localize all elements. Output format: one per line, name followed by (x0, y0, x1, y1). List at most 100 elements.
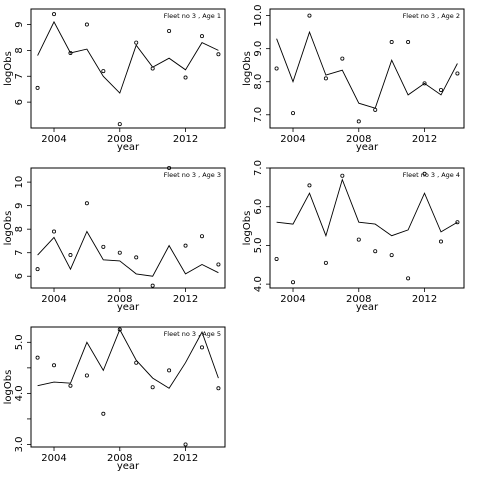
x-axis-label: year (117, 461, 140, 472)
y-axis-label: logObs (242, 211, 253, 246)
chart-panel-1: 2004 2008 2012 6 7 8 9 Fleet no 3 , Age 1 year lo… (3, 8, 226, 153)
fitted-line (276, 30, 458, 109)
observation-point (455, 71, 460, 76)
observation-point (356, 237, 361, 242)
observation-point (406, 276, 411, 281)
chart-panel-4: 2004 2008 2012 4.0 5.0 6.0 7.0 Fleet no 3 , Age… (242, 160, 465, 313)
y-tick-label: 9.0 (253, 41, 264, 57)
y-axis-label: logObs (3, 51, 14, 86)
x-tick-label: 2004 (41, 453, 66, 464)
x-tick-label: 2012 (412, 294, 437, 305)
observation-point (117, 250, 122, 255)
observation-point (455, 220, 460, 225)
observation-point (150, 283, 155, 288)
observation-point (167, 165, 172, 170)
observation-point (150, 66, 155, 71)
x-tick-label: 2008 (346, 294, 371, 305)
plot-frame (30, 326, 226, 448)
observation-point (406, 40, 411, 45)
observation-point (373, 107, 378, 112)
x-tick-label: 2008 (346, 134, 371, 145)
observation-point (35, 85, 40, 90)
y-tick-label: 8.0 (253, 74, 264, 90)
observation-point (101, 69, 106, 74)
y-tick-label: 8 (14, 47, 25, 53)
observation-point (422, 171, 427, 176)
panel-title: Fleet no 3 , Age 1 (164, 12, 221, 20)
fitted-line (37, 230, 219, 277)
observation-point (35, 355, 40, 360)
observation-point (35, 267, 40, 272)
observation-point (274, 256, 279, 261)
observation-point (323, 260, 328, 265)
observation-point (323, 76, 328, 81)
plot-frame (30, 8, 226, 129)
observation-point (52, 363, 57, 368)
observation-point (389, 253, 394, 258)
y-tick-label: 9 (14, 21, 25, 27)
observation-point (68, 383, 73, 388)
x-axis-label: year (356, 142, 379, 153)
y-tick-label: 6 (14, 273, 25, 279)
y-tick-label: 4.0 (253, 276, 264, 292)
observation-point (340, 56, 345, 61)
observation-point (216, 386, 221, 391)
observation-point (84, 22, 89, 27)
observation-point (356, 119, 361, 124)
observation-point (199, 345, 204, 350)
observation-point (101, 411, 106, 416)
y-axis-label: logObs (3, 211, 14, 246)
observation-point (134, 40, 139, 45)
y-tick-label: 8 (14, 226, 25, 232)
x-tick-label: 2008 (107, 294, 132, 305)
x-axis-label: year (117, 142, 140, 153)
x-tick-label: 2012 (412, 134, 437, 145)
x-tick-label: 2008 (107, 453, 132, 464)
observation-point (150, 385, 155, 390)
y-tick-label: 5.0 (14, 334, 25, 350)
y-tick-label: 7 (14, 250, 25, 256)
panel-title: Fleet no 3 , Age 3 (164, 171, 221, 179)
chart-panel-3: 2004 2008 2012 6 7 8 9 10 Fleet no 3 , Age 3 year… (3, 165, 226, 313)
y-tick-label: 7.0 (253, 160, 264, 176)
observation-point (307, 183, 312, 188)
x-tick-label: 2004 (41, 134, 66, 145)
observation-point (291, 280, 296, 285)
observation-point (307, 13, 312, 18)
plot-frame (30, 167, 226, 289)
chart-panel-5: 2004 2008 2012 3.0 4.0 5.0 Fleet no 3 , Age 5 y… (3, 326, 226, 472)
y-tick-label: 7.0 (253, 107, 264, 123)
y-tick-label: 10 (14, 176, 25, 189)
observation-point (68, 50, 73, 55)
observation-point (68, 253, 73, 258)
plot-frame (269, 8, 465, 129)
x-tick-label: 2008 (107, 134, 132, 145)
y-axis-label: logObs (3, 370, 14, 405)
observation-point (84, 201, 89, 206)
observation-point (134, 255, 139, 260)
observation-point (52, 12, 57, 17)
observation-point (183, 243, 188, 248)
observation-point (291, 111, 296, 116)
x-tick-label: 2012 (173, 453, 198, 464)
observation-point (199, 234, 204, 239)
observation-point (117, 327, 122, 332)
panel-title: Fleet no 3 , Age 2 (403, 12, 460, 20)
x-axis-label: year (117, 302, 140, 313)
observation-point (84, 373, 89, 378)
observation-point (340, 173, 345, 178)
y-tick-label: 3.0 (14, 436, 25, 452)
observation-point (117, 122, 122, 127)
y-tick-label: 4.0 (14, 385, 25, 401)
y-tick-label: 7 (14, 73, 25, 79)
fitted-line (276, 178, 458, 238)
x-tick-label: 2004 (41, 294, 66, 305)
x-tick-label: 2012 (173, 134, 198, 145)
observation-point (389, 40, 394, 45)
y-tick-label: 6.0 (253, 199, 264, 215)
observation-point (216, 52, 221, 57)
observation-point (422, 81, 427, 86)
panel-title: Fleet no 3 , Age 5 (164, 330, 221, 338)
x-tick-label: 2004 (280, 134, 305, 145)
